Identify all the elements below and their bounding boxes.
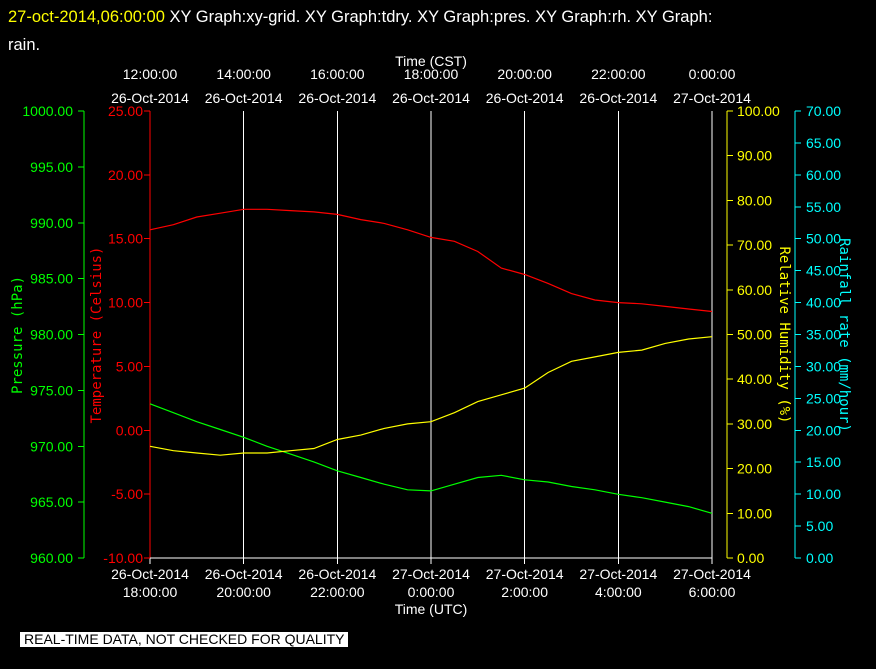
rain-tick-label: 20.00 — [806, 422, 841, 438]
humidity-tick-label: 50.00 — [737, 327, 772, 343]
humidity-axis-title: Relative Humidity (%) — [776, 246, 792, 423]
top-tick-label-date: 26-Oct-2014 — [579, 90, 657, 106]
top-axis-title: Time (CST) — [395, 53, 467, 69]
humidity-tick-label: 60.00 — [737, 282, 772, 298]
humidity-tick-label: 100.00 — [737, 103, 780, 119]
temperature-tick-label: 0.00 — [116, 422, 143, 438]
humidity-tick-label: 40.00 — [737, 371, 772, 387]
rain-tick-label: 30.00 — [806, 358, 841, 374]
rain-tick-label: 35.00 — [806, 327, 841, 343]
rain-tick-label: 15.00 — [806, 454, 841, 470]
graph-list: XY Graph:xy-grid. XY Graph:tdry. XY Grap… — [169, 8, 713, 26]
pressure-tick-label: 990.00 — [30, 215, 73, 231]
humidity-tick-label: 70.00 — [737, 237, 772, 253]
bottom-tick-label-date: 26-Oct-2014 — [111, 566, 189, 582]
rain-tick-label: 65.00 — [806, 135, 841, 151]
rain-tick-label: 5.00 — [806, 518, 833, 534]
top-tick-label-date: 27-Oct-2014 — [673, 90, 751, 106]
temperature-tick-label: -10.00 — [103, 550, 143, 566]
humidity-tick-label: 90.00 — [737, 148, 772, 164]
top-tick-label-time: 12:00:00 — [123, 66, 178, 82]
pressure-tick-label: 995.00 — [30, 159, 73, 175]
pressure-tick-label: 965.00 — [30, 494, 73, 510]
pressure-tick-label: 985.00 — [30, 271, 73, 287]
rain-axis-title: Rainfall rate (mm/hour) — [836, 238, 852, 432]
series-line-tdry — [149, 208, 713, 313]
top-tick-label-date: 26-Oct-2014 — [392, 90, 470, 106]
top-tick-label-time: 0:00:00 — [689, 66, 736, 82]
bottom-tick-label-date: 27-Oct-2014 — [579, 566, 657, 582]
pressure-tick-label: 980.00 — [30, 327, 73, 343]
rain-tick-label: 60.00 — [806, 167, 841, 183]
top-tick-label-time: 14:00:00 — [216, 66, 271, 82]
top-tick-label-time: 20:00:00 — [497, 66, 552, 82]
bottom-tick-label-time: 22:00:00 — [310, 584, 365, 600]
top-tick-label-date: 26-Oct-2014 — [298, 90, 376, 106]
pressure-tick-label: 960.00 — [30, 550, 73, 566]
bottom-tick-label-time: 4:00:00 — [595, 584, 642, 600]
temperature-tick-label: 5.00 — [116, 358, 143, 374]
pressure-tick-label: 975.00 — [30, 382, 73, 398]
rain-tick-label: 25.00 — [806, 390, 841, 406]
top-tick-label-time: 16:00:00 — [310, 66, 365, 82]
bottom-axis-title: Time (UTC) — [395, 601, 468, 617]
rain-tick-label: 55.00 — [806, 199, 841, 215]
rain-tick-label: 45.00 — [806, 263, 841, 279]
pressure-tick-label: 1000.00 — [22, 103, 73, 119]
rain-tick-label: 70.00 — [806, 103, 841, 119]
temperature-axis-title: Temperature (Celsius) — [89, 246, 105, 423]
humidity-tick-label: 0.00 — [737, 550, 764, 566]
top-tick-label-date: 26-Oct-2014 — [205, 90, 283, 106]
temperature-tick-label: -5.00 — [111, 486, 143, 502]
humidity-tick-label: 80.00 — [737, 192, 772, 208]
pressure-tick-label: 970.00 — [30, 438, 73, 454]
rain-tick-label: 0.00 — [806, 550, 833, 566]
graph-list-continued: rain. — [8, 36, 41, 54]
temperature-tick-label: 15.00 — [108, 231, 143, 247]
bottom-tick-label-time: 0:00:00 — [408, 584, 455, 600]
bottom-tick-label-time: 6:00:00 — [689, 584, 736, 600]
humidity-tick-label: 30.00 — [737, 416, 772, 432]
bottom-tick-label-date: 27-Oct-2014 — [673, 566, 751, 582]
humidity-tick-label: 20.00 — [737, 461, 772, 477]
bottom-tick-label-time: 18:00:00 — [123, 584, 178, 600]
temperature-tick-label: 20.00 — [108, 167, 143, 183]
bottom-tick-label-time: 2:00:00 — [501, 584, 548, 600]
top-tick-label-date: 26-Oct-2014 — [486, 90, 564, 106]
bottom-tick-label-date: 27-Oct-2014 — [392, 566, 470, 582]
graph-header: 27-oct-2014,06:00:00 XY Graph:xy-grid. X… — [8, 3, 868, 59]
bottom-tick-label-date: 27-Oct-2014 — [486, 566, 564, 582]
bottom-tick-label-date: 26-Oct-2014 — [205, 566, 283, 582]
rain-tick-label: 10.00 — [806, 486, 841, 502]
bottom-tick-label-date: 26-Oct-2014 — [298, 566, 376, 582]
rain-tick-label: 50.00 — [806, 231, 841, 247]
pressure-axis-title: Pressure (hPa) — [10, 276, 26, 394]
top-tick-label-time: 22:00:00 — [591, 66, 646, 82]
top-tick-label-date: 26-Oct-2014 — [111, 90, 189, 106]
temperature-tick-label: 25.00 — [108, 103, 143, 119]
timestamp: 27-oct-2014,06:00:00 — [8, 8, 165, 26]
humidity-tick-label: 10.00 — [737, 505, 772, 521]
series-line-pres — [149, 403, 713, 514]
temperature-tick-label: 10.00 — [108, 295, 143, 311]
top-tick-label-time: 18:00:00 — [404, 66, 459, 82]
quality-notice: REAL-TIME DATA, NOT CHECKED FOR QUALITY — [20, 632, 349, 647]
bottom-tick-label-time: 20:00:00 — [216, 584, 271, 600]
rain-tick-label: 40.00 — [806, 295, 841, 311]
series-line-rh — [149, 336, 713, 456]
